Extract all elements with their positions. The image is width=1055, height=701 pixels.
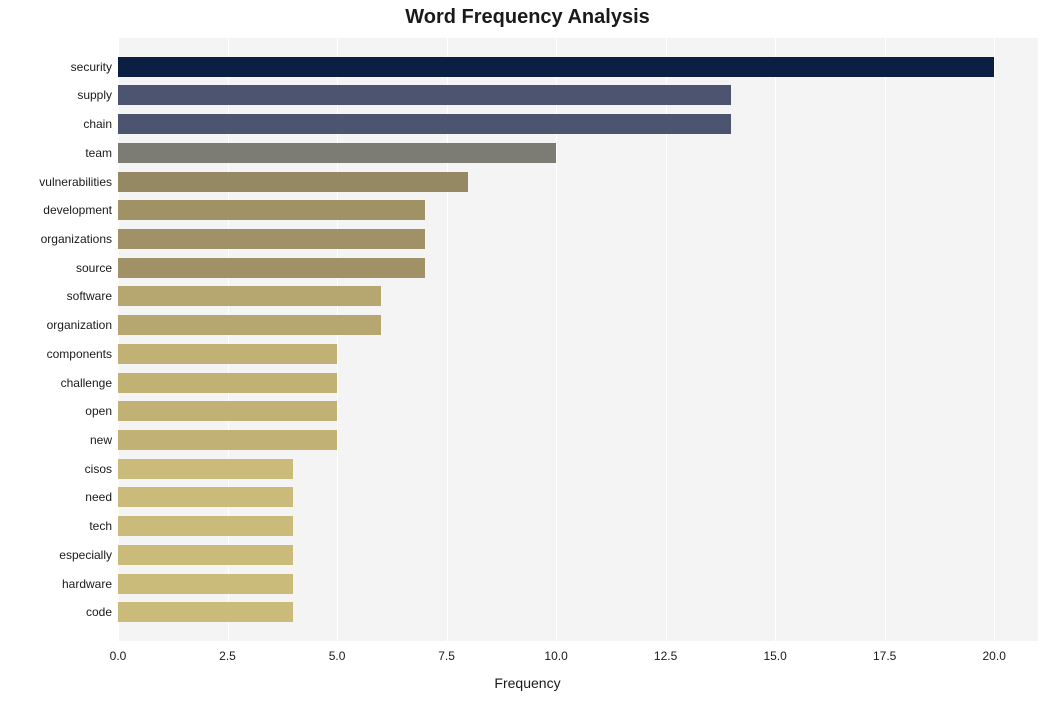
chart-container: Word Frequency Analysis 0.02.55.07.510.0… [0,0,1055,701]
y-tick-label: organization [47,318,118,332]
y-tick-label: source [76,261,118,275]
bar [118,229,425,249]
y-tick-label: chain [83,117,118,131]
bar-row [118,401,1038,421]
x-tick-label: 15.0 [763,641,786,663]
bar [118,172,468,192]
plot-area: 0.02.55.07.510.012.515.017.520.0security… [118,38,1038,641]
chart-title: Word Frequency Analysis [0,6,1055,29]
bar [118,143,556,163]
bar [118,545,293,565]
x-tick-label: 12.5 [654,641,677,663]
x-tick-label: 0.0 [110,641,127,663]
bar-row [118,344,1038,364]
bar-row [118,143,1038,163]
bar-row [118,516,1038,536]
bar [118,344,337,364]
bar-row [118,114,1038,134]
bar [118,114,731,134]
bar-row [118,545,1038,565]
y-tick-label: software [67,289,118,303]
y-tick-label: open [85,404,118,418]
y-tick-label: need [85,490,118,504]
bar [118,315,381,335]
y-tick-label: code [86,605,118,619]
y-tick-label: new [90,433,118,447]
bar-row [118,200,1038,220]
bar [118,85,731,105]
bar [118,401,337,421]
y-tick-label: hardware [62,577,118,591]
y-tick-label: development [43,203,118,217]
x-axis-label: Frequency [0,675,1055,691]
bar-row [118,57,1038,77]
bar [118,373,337,393]
bar-row [118,172,1038,192]
bar-row [118,574,1038,594]
bar [118,516,293,536]
x-tick-label: 20.0 [983,641,1006,663]
bar [118,459,293,479]
bar-row [118,286,1038,306]
y-tick-label: cisos [85,462,118,476]
y-tick-label: team [85,146,118,160]
bar-row [118,373,1038,393]
bar [118,258,425,278]
x-tick-label: 2.5 [219,641,236,663]
bar-row [118,85,1038,105]
y-tick-label: especially [59,548,118,562]
x-tick-label: 7.5 [438,641,455,663]
bar [118,487,293,507]
x-tick-label: 5.0 [329,641,346,663]
bar [118,200,425,220]
y-tick-label: supply [77,88,118,102]
bar [118,574,293,594]
bar-row [118,258,1038,278]
bar-row [118,229,1038,249]
x-tick-label: 17.5 [873,641,896,663]
bar [118,430,337,450]
bar-row [118,459,1038,479]
bar-row [118,430,1038,450]
bar-row [118,602,1038,622]
y-tick-label: security [71,60,118,74]
y-tick-label: components [47,347,118,361]
y-tick-label: tech [89,519,118,533]
y-tick-label: organizations [41,232,118,246]
y-tick-label: vulnerabilities [39,175,118,189]
x-tick-label: 10.0 [544,641,567,663]
bar-row [118,315,1038,335]
bar [118,57,994,77]
bar [118,286,381,306]
y-tick-label: challenge [61,376,118,390]
bar-row [118,487,1038,507]
bar [118,602,293,622]
